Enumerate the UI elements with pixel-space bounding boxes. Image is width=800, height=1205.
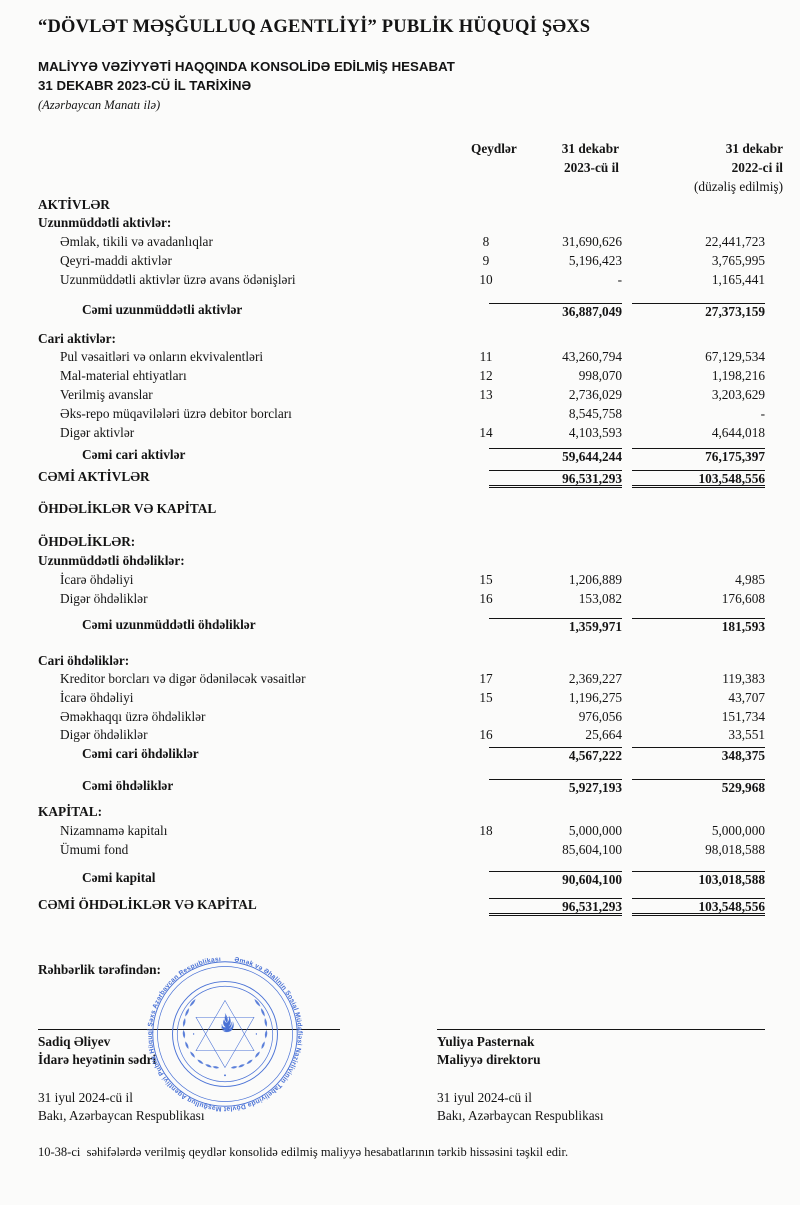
svg-text:Əmək və Əhalinin Sosial Müdafi: Əmək və Əhalinin Sosial Müdafiəsi Nazirl… [147, 956, 303, 1112]
